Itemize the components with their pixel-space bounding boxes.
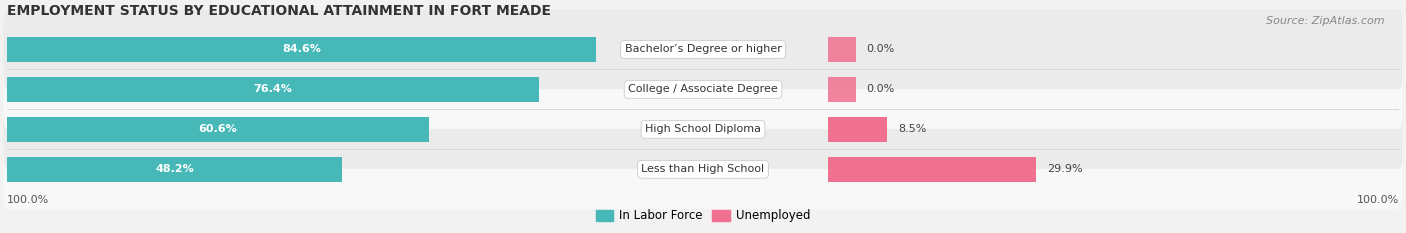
Text: 8.5%: 8.5% xyxy=(898,124,927,134)
Text: Less than High School: Less than High School xyxy=(641,164,765,174)
Bar xyxy=(828,37,856,62)
FancyBboxPatch shape xyxy=(3,10,1403,89)
Bar xyxy=(7,157,343,182)
FancyBboxPatch shape xyxy=(3,130,1403,209)
Text: 48.2%: 48.2% xyxy=(155,164,194,174)
FancyBboxPatch shape xyxy=(3,50,1403,129)
Text: 0.0%: 0.0% xyxy=(866,84,894,94)
Bar xyxy=(828,117,887,142)
Bar xyxy=(7,117,429,142)
Text: 29.9%: 29.9% xyxy=(1047,164,1083,174)
Text: EMPLOYMENT STATUS BY EDUCATIONAL ATTAINMENT IN FORT MEADE: EMPLOYMENT STATUS BY EDUCATIONAL ATTAINM… xyxy=(7,4,551,18)
Bar xyxy=(7,37,596,62)
Bar xyxy=(7,77,538,102)
Text: 100.0%: 100.0% xyxy=(1357,195,1399,205)
Text: 60.6%: 60.6% xyxy=(198,124,238,134)
Bar xyxy=(828,157,1036,182)
Text: 100.0%: 100.0% xyxy=(7,195,49,205)
Legend: In Labor Force, Unemployed: In Labor Force, Unemployed xyxy=(591,205,815,227)
Text: 76.4%: 76.4% xyxy=(253,84,292,94)
FancyBboxPatch shape xyxy=(3,90,1403,169)
Text: 0.0%: 0.0% xyxy=(866,45,894,55)
Bar xyxy=(828,77,856,102)
Text: Source: ZipAtlas.com: Source: ZipAtlas.com xyxy=(1267,16,1385,26)
Text: High School Diploma: High School Diploma xyxy=(645,124,761,134)
Text: 84.6%: 84.6% xyxy=(283,45,321,55)
Text: College / Associate Degree: College / Associate Degree xyxy=(628,84,778,94)
Text: Bachelor’s Degree or higher: Bachelor’s Degree or higher xyxy=(624,45,782,55)
